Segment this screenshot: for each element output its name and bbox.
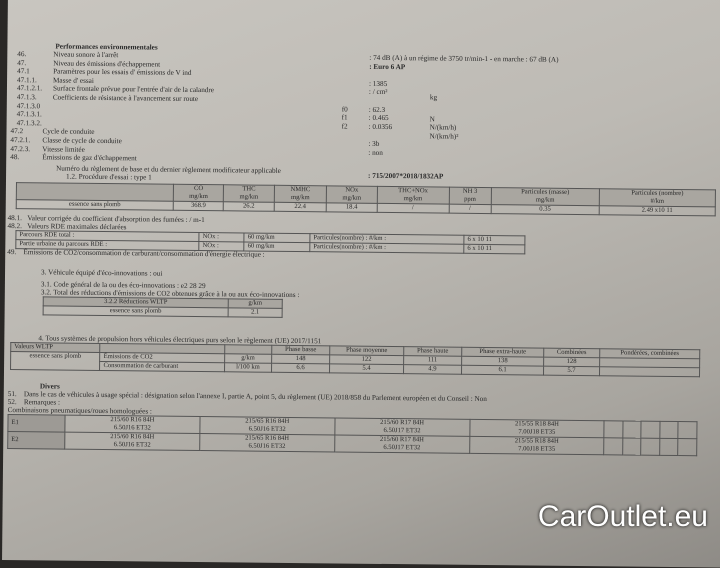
- regulation-value: : 715/2007*2018/1832AP: [368, 172, 443, 181]
- cell: essence sans plomb: [43, 306, 228, 317]
- cell: 6 x 10 11: [464, 244, 525, 254]
- line-value: : Euro 6 AP: [369, 62, 405, 70]
- eco-line-1: 3. Véhicule équipé d'éco-innovations : o…: [41, 268, 162, 277]
- coef-symbol: f1: [342, 114, 348, 122]
- cell: 4.9: [403, 365, 462, 375]
- divers-heading: Divers: [40, 382, 60, 390]
- line-number: 48.: [10, 153, 19, 161]
- unit-f0: N: [430, 115, 435, 123]
- axle-label: E2: [8, 432, 65, 450]
- line-51: 51. Dans le cas de véhicules à usage spé…: [8, 390, 487, 403]
- cell: 2.1: [228, 308, 282, 318]
- cell: 5.7: [543, 366, 599, 376]
- line-label: Vitesse limitée: [42, 145, 85, 153]
- cell: 60 mg/km: [244, 233, 310, 243]
- header-cell: Particules (masse)mg/km: [491, 188, 599, 206]
- line-value: : 0.465: [369, 114, 389, 122]
- axle-label: E1: [8, 415, 65, 433]
- line-label: Classe de cycle de conduite: [42, 136, 122, 145]
- cell: l/100 km: [225, 363, 272, 372]
- wltp-title: Valeurs WLTP: [11, 343, 101, 353]
- header-cell: [16, 183, 173, 202]
- unit-f2: N/(km/h)²: [429, 132, 458, 140]
- line-value: : 3b: [368, 140, 379, 148]
- line-number: 47.2.1.: [10, 136, 30, 144]
- line-label: Coefficients de résistance à l'avancemen…: [53, 93, 198, 103]
- row-label: essence sans plomb: [16, 200, 173, 211]
- cell: 22.4: [274, 202, 327, 212]
- line-number: 47.1.3.: [17, 93, 37, 101]
- line-value: : 0.0356: [369, 123, 393, 131]
- cell: 5.4: [330, 364, 404, 374]
- cell: 0.35: [491, 205, 599, 215]
- line-number: 47.1.3.1.: [17, 110, 42, 118]
- line-value: : 1385: [369, 80, 387, 88]
- line-number: 47.2: [10, 127, 23, 135]
- unit-f1: N/(km/h): [430, 123, 457, 131]
- line-label: Cycle de conduite: [42, 128, 94, 137]
- coef-symbol: f0: [342, 105, 348, 113]
- cell: /: [449, 204, 491, 213]
- line-number: 47.1.1.: [17, 76, 37, 84]
- cell: /: [377, 203, 449, 213]
- line-number: 47.: [17, 59, 26, 67]
- cell: Particules(nombre) : #/km :: [310, 243, 464, 254]
- line-value: : non: [368, 148, 383, 156]
- line-label: Émissions de gaz d'échappement: [42, 154, 137, 163]
- header-cell: Particules (nombre)#/km: [599, 189, 715, 207]
- cell: 6.6: [271, 363, 330, 373]
- cell: 26.2: [224, 202, 274, 212]
- cell: 2.49 x10 11: [599, 206, 715, 216]
- coef-symbol: f2: [342, 122, 348, 130]
- line-number: 46.: [17, 50, 26, 58]
- cell: 368.9: [173, 201, 223, 211]
- cell: g/km: [225, 354, 272, 363]
- line-number: 47.1.3.2.: [17, 119, 42, 127]
- line-value: : 62.3: [369, 105, 385, 113]
- cell: 6.1: [462, 365, 544, 375]
- unit-mass: kg: [430, 93, 437, 101]
- cell: 18.4: [326, 203, 376, 213]
- line-number: 47.1: [17, 67, 30, 75]
- cell: 6 x 10 11: [464, 235, 525, 245]
- fuel-label: essence sans plomb: [11, 352, 101, 371]
- cell: [599, 367, 699, 377]
- caroutlet-watermark: CarOutlet.eu: [538, 500, 708, 534]
- line-label: Masse d' essai: [53, 76, 94, 84]
- line-49: 49. Émissions de CO2/consommation de car…: [7, 248, 265, 259]
- line-label: Niveau des émissions d'échappement: [53, 59, 160, 68]
- line-number: 47.1.2.1.: [17, 84, 42, 92]
- cell: NOx :: [199, 233, 244, 242]
- cell: Consommation de carburant: [100, 361, 225, 371]
- line-number: 47.2.3.: [10, 145, 30, 153]
- line-value: : / cm²: [369, 88, 388, 96]
- procedure: 1.2. Procédure d'essai : type 1: [66, 173, 152, 182]
- line-number: 47.1.3.0: [17, 102, 40, 110]
- line-label: Niveau sonore à l'arrêt: [53, 50, 118, 59]
